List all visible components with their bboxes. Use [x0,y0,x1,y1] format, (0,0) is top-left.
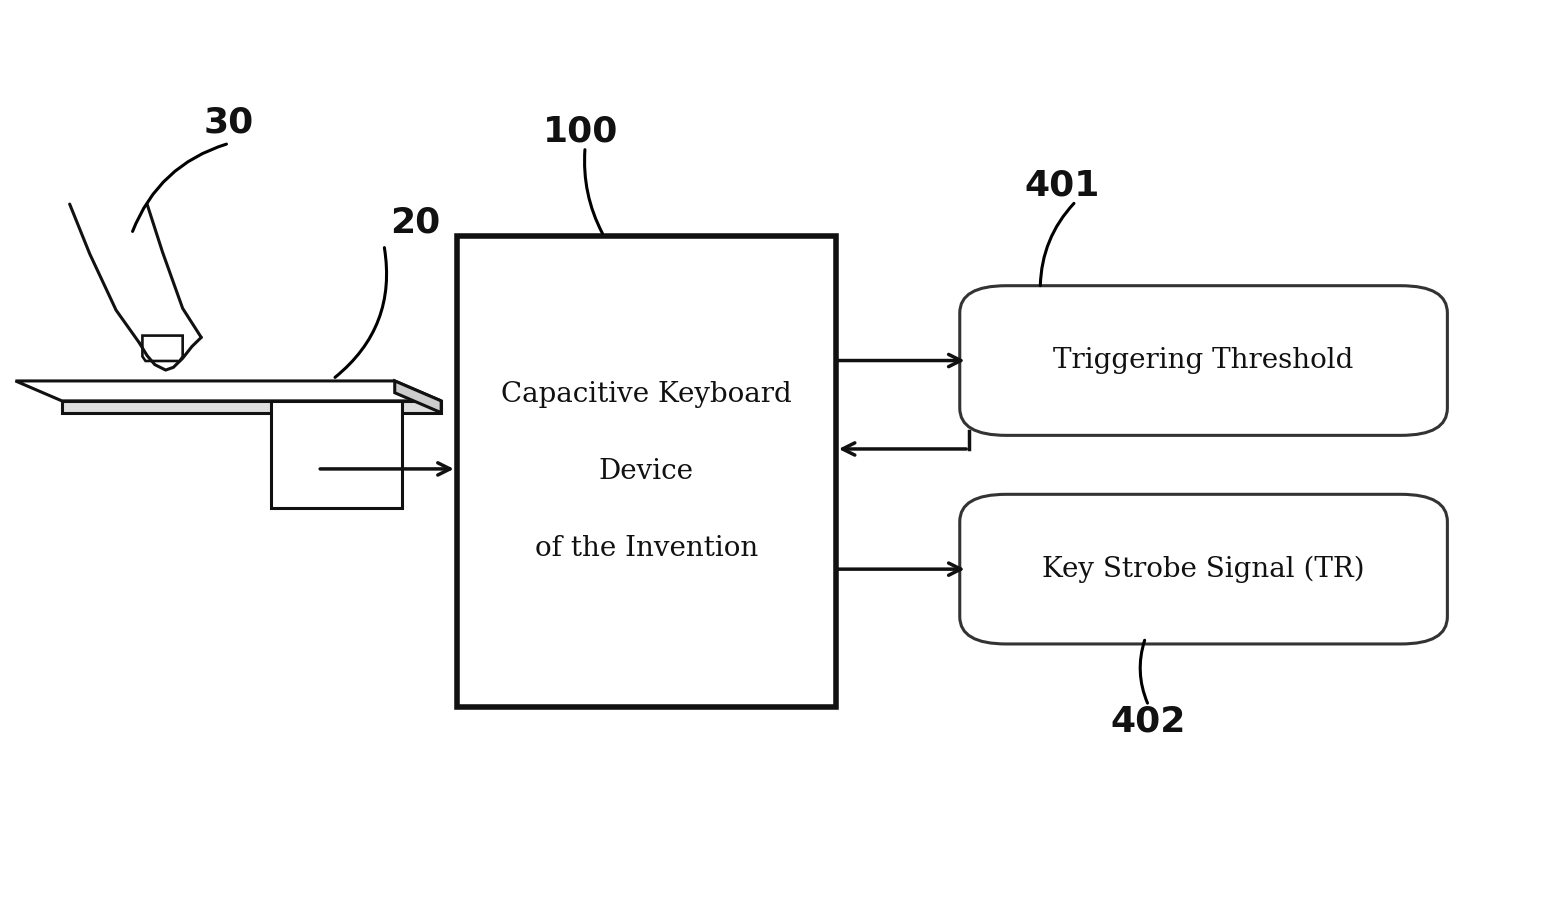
Polygon shape [271,401,402,508]
Polygon shape [15,381,441,401]
FancyBboxPatch shape [960,286,1447,435]
Text: 30: 30 [204,105,254,140]
Text: 100: 100 [543,114,618,149]
Polygon shape [395,381,441,413]
Text: 402: 402 [1111,704,1186,738]
Text: Key Strobe Signal (TR): Key Strobe Signal (TR) [1042,555,1365,583]
Polygon shape [142,336,183,361]
Text: Device: Device [599,458,694,485]
Text: 401: 401 [1025,169,1099,203]
Text: 20: 20 [390,205,440,239]
Text: of the Invention: of the Invention [534,535,759,562]
Text: Triggering Threshold: Triggering Threshold [1053,347,1354,374]
Polygon shape [62,401,441,413]
Text: Capacitive Keyboard: Capacitive Keyboard [502,381,791,408]
FancyBboxPatch shape [960,494,1447,644]
FancyBboxPatch shape [457,236,836,707]
